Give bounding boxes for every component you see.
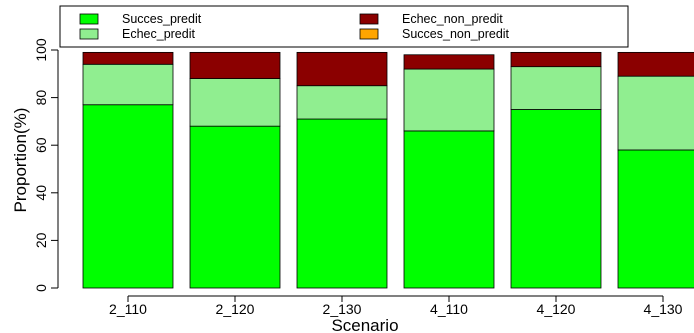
legend-swatch-Echec_non_predit [359,13,379,25]
bar-2_120-series-3 [189,51,281,79]
legend-label-Succes_non_predit: Succes_non_predit [402,27,510,41]
bar-2_120-series-2 [189,78,281,127]
bar-4_130-series-0 [617,149,694,289]
bar-2_110-series-0 [82,104,174,289]
x-tick-label-4_110: 4_110 [430,301,468,317]
bar-2_130-series-0 [296,118,388,289]
bar-4_130-series-2 [617,75,694,151]
x-axis: 2_110 2_120 2_130 4_110 4_120 4_130 [109,295,683,317]
legend-box [59,5,629,48]
y-tick-label-60: 60 [33,137,49,153]
bar-4_110-series-0 [403,130,495,289]
x-axis-title: Scenario [331,316,398,333]
legend-label-Succes_predit: Succes_predit [122,12,202,26]
y-axis: 0 20 40 60 80 100 [33,38,59,292]
legend-swatch-Echec_predit [79,28,99,40]
legend-swatch-Succes_non_predit [359,28,379,40]
bar-2_130-series-3 [296,51,388,87]
x-tick-label-2_110: 2_110 [109,301,147,317]
legend-label-Echec_predit: Echec_predit [122,27,195,41]
bar-4_110-series-3 [403,54,495,70]
legend-label-Echec_non_predit: Echec_non_predit [402,12,503,26]
bar-4_120-series-0 [510,109,602,289]
x-tick-label-4_130: 4_130 [644,301,683,317]
bar-4_120-series-3 [510,51,602,68]
y-tick-label-40: 40 [33,185,49,201]
bar-4_110-series-2 [403,68,495,132]
bar-2_120-series-0 [189,125,281,289]
bar-2_110-series-3 [82,51,174,65]
x-tick-label-4_120: 4_120 [537,301,576,317]
x-tick-label-2_120: 2_120 [216,301,255,317]
y-tick-label-80: 80 [33,90,49,106]
bar-2_110-series-2 [82,63,174,106]
y-axis-title: Proportion(%) [11,108,30,213]
bar-2_130-series-2 [296,85,388,120]
y-tick-label-20: 20 [33,232,49,248]
bar-4_130-series-3 [617,51,694,77]
legend-swatch-Succes_predit [79,13,99,25]
x-tick-label-2_130: 2_130 [323,301,362,317]
y-tick-label-100: 100 [33,38,49,62]
bar-4_120-series-2 [510,66,602,110]
bars-layer [82,51,694,289]
y-tick-label-0: 0 [33,284,49,292]
